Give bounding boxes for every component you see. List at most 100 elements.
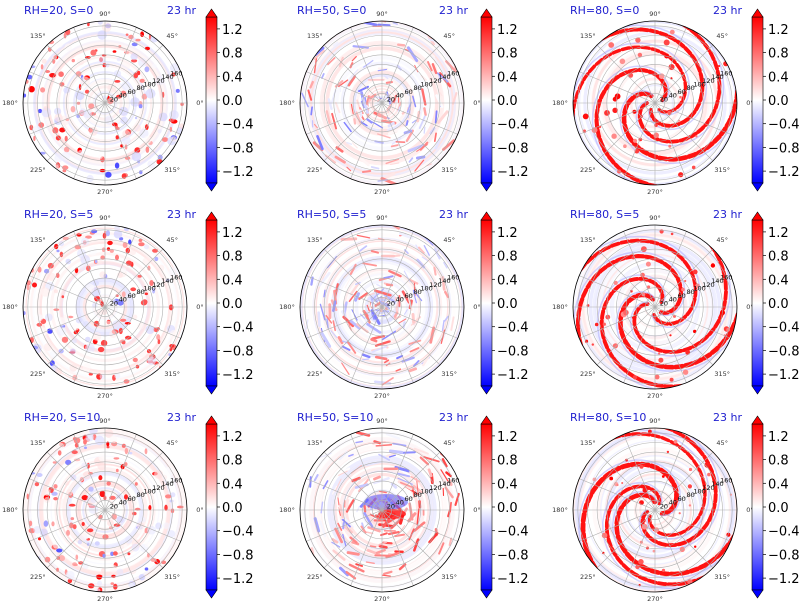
cell-streak [359,544,368,551]
angular-gridline [350,27,383,104]
cell-streak [388,449,404,454]
cell-blob [167,530,176,538]
cell-blob [132,314,138,320]
cell-blob [113,551,118,556]
theta-tick-label: 45° [443,439,455,447]
cell-blob [128,452,133,455]
cell-streak [392,22,398,25]
cell-blob [694,545,697,548]
r-tick-label: 120 [152,281,164,289]
r-tick-label: 160 [720,477,732,485]
cell-blob [692,269,698,275]
angular-gridline [654,306,714,366]
theta-tick-label: 225° [307,573,323,581]
cell-streak [309,80,314,89]
colorbar-tick-label: −1.2 [497,165,529,180]
cell-blob [125,33,129,36]
angular-gridline [654,509,714,569]
angular-gridline [596,306,656,366]
cell-blob [53,308,60,312]
cell-blob [115,468,119,473]
cell-blob [688,467,693,472]
cell-blob [653,132,659,139]
cell-streak [410,475,421,483]
cell-blob [105,171,112,178]
theta-tick-label: 225° [580,573,596,581]
cell-streak [375,548,386,555]
cell-streak [356,505,361,513]
cell-blob [75,554,79,560]
r-tick-label: 20 [660,502,668,510]
cell-streak [383,75,389,80]
cell-blob [70,474,77,481]
cell-blob [109,565,118,573]
theta-tick-label: 135° [580,236,596,244]
r-tick-label: 120 [702,77,714,85]
cell-blob [673,439,678,444]
cell-blob [88,350,94,357]
cell-streak [307,89,313,101]
cell-blob [44,556,51,563]
colorbar-tick-label: −0.4 [497,118,529,133]
cell-streak [423,107,427,116]
angular-gridline [381,102,414,179]
cell-blob [143,244,150,250]
angular-gridline [654,478,731,511]
theta-tick-label: 90° [376,10,388,18]
r-tick-label: 120 [702,281,714,289]
cell-blob [144,567,149,571]
cell-blob [56,567,59,572]
angular-gridline [29,102,106,135]
r-tick-label: 120 [702,484,714,492]
cell-streak [398,563,407,571]
angular-gridline [596,248,656,308]
polar-frame [572,224,738,390]
angular-gridline [29,275,106,308]
cell-streak [355,153,370,167]
angular-gridline [654,509,731,542]
cell-blob [678,512,681,515]
cell-streak [365,460,383,467]
cell-blob [120,60,131,71]
cell-blob [710,263,716,268]
panel-title-right: 23 hr [439,411,468,424]
cell-streak [377,312,388,317]
cell-blob [52,55,57,60]
angular-gridline [323,509,383,569]
cell-streak [313,517,321,533]
cell-streak [385,158,400,165]
cell-streak [440,469,449,482]
cell-blob [144,66,150,73]
cell-blob [139,128,149,139]
colorbar-tick-label: 0.4 [497,477,518,492]
theta-tick-label: 0° [196,99,203,107]
angular-gridline [104,44,164,104]
cell-blob [152,248,159,253]
cell-blob [161,137,169,143]
cell-streak [415,244,420,251]
theta-tick-label: 225° [580,370,596,378]
cell-blob [138,104,143,109]
colorbar-extend-min [751,182,764,192]
cell-blob [139,78,145,83]
cell-streak [374,340,391,347]
cell-streak [321,73,325,79]
colorbar-tick-label: −1.2 [222,572,254,587]
cell-streak [370,250,379,254]
cell-blob [669,29,675,35]
polar-panel: 0°45°90°135°180°225°270°315°20 40 60 801001… [552,214,754,400]
cell-blob [43,106,49,111]
cell-blob [94,541,100,546]
cell-blob [34,482,40,487]
cell-blob [81,495,89,501]
spiral-band [573,251,686,329]
spiral-band [621,85,737,162]
cell-blob [98,154,103,159]
angular-gridline [104,102,164,162]
cell-blob [88,486,94,492]
theta-tick-label: 90° [376,214,388,222]
cell-blob [56,556,60,560]
cell-streak [414,159,425,172]
cell-streak [406,101,412,113]
cell-blob [611,133,617,139]
